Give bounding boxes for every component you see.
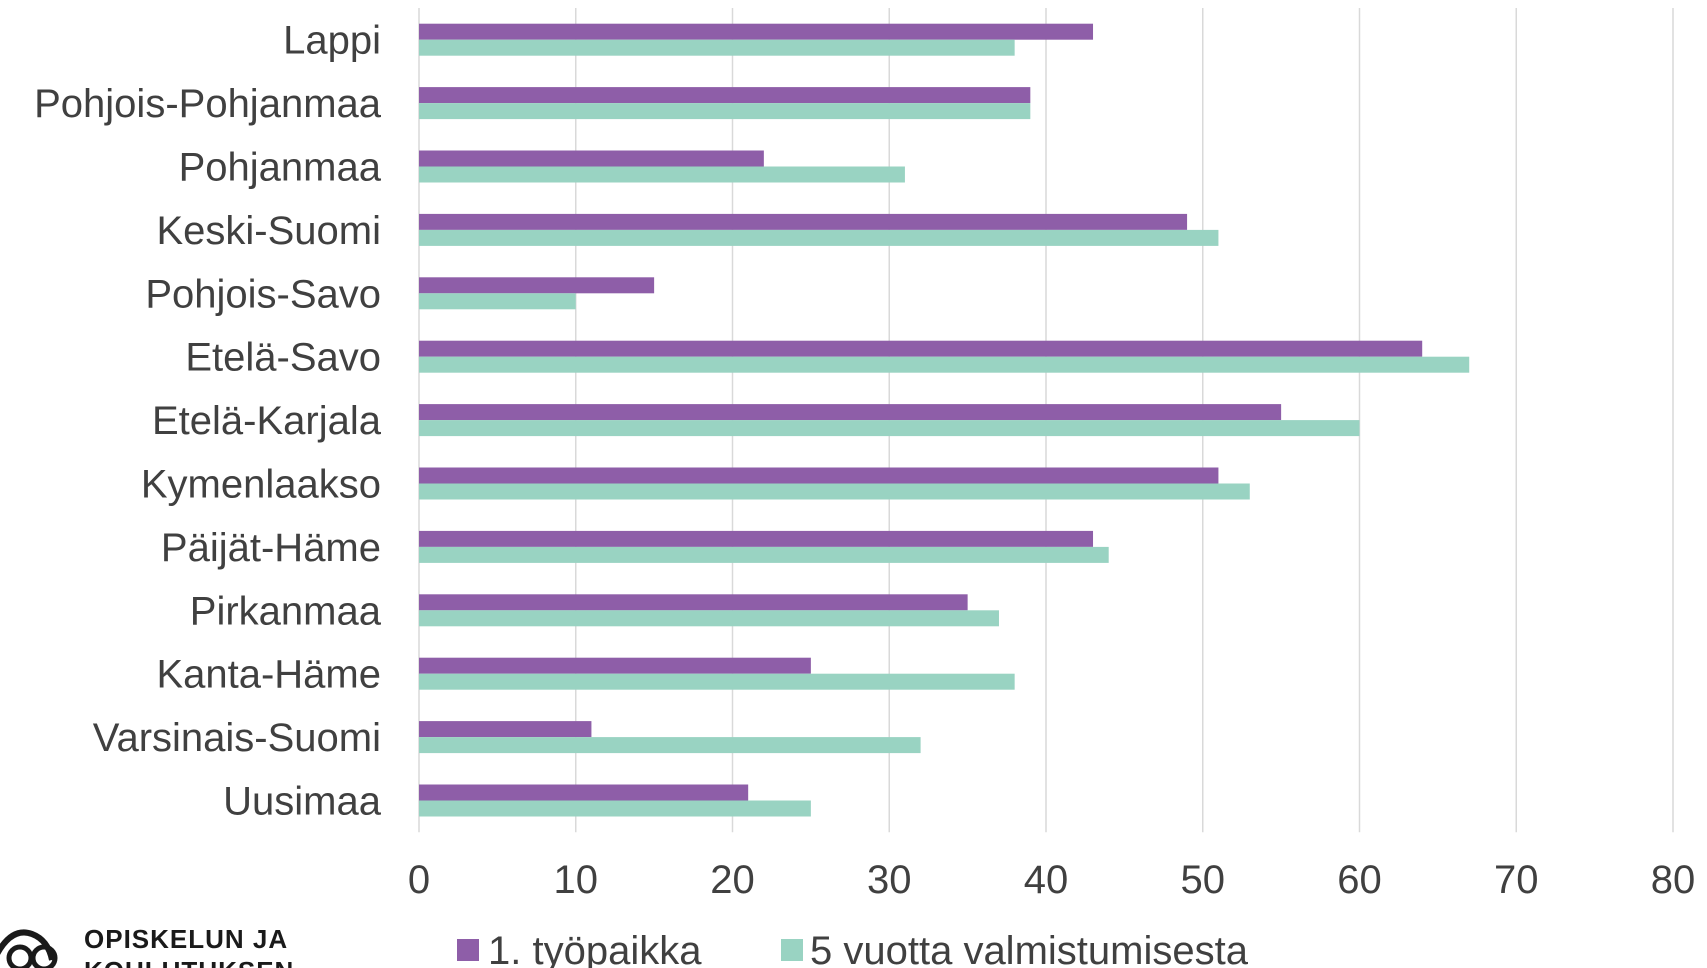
bar-1-11	[419, 721, 592, 738]
bar-2-3	[419, 229, 1219, 246]
category-label-10: Kanta-Häme	[156, 653, 381, 697]
category-label-9: Pirkanmaa	[190, 589, 382, 633]
category-label-4: Pohjois-Savo	[145, 272, 381, 316]
bar-2-2	[419, 166, 905, 183]
bar-1-1	[419, 87, 1031, 104]
legend-swatch-1	[457, 939, 479, 961]
category-label-6: Etelä-Karjala	[152, 399, 382, 443]
bar-1-10	[419, 657, 811, 674]
bar-1-7	[419, 467, 1219, 484]
legend: 1. työpaikka 5 vuotta valmistumisesta	[457, 929, 1249, 968]
x-tick-label-80: 80	[1651, 858, 1696, 902]
x-tick-label-40: 40	[1024, 858, 1069, 902]
bar-2-4	[419, 293, 576, 310]
bar-2-12	[419, 800, 811, 817]
bar-2-1	[419, 103, 1031, 120]
x-tick-label-20: 20	[710, 858, 755, 902]
category-label-7: Kymenlaakso	[141, 463, 381, 507]
x-axis-tick-labels: 0 10 20 30 40 50 60 70 80	[408, 858, 1695, 902]
legend-label-1: 1. työpaikka	[488, 929, 702, 968]
logo: OPISKELUN JA KOULUTUKSEN	[0, 924, 294, 968]
bar-1-12	[419, 784, 749, 801]
bar-1-6	[419, 404, 1282, 421]
bar-1-9	[419, 594, 968, 611]
bar-1-3	[419, 213, 1188, 230]
x-tick-label-70: 70	[1494, 858, 1539, 902]
bar-1-4	[419, 277, 655, 294]
owl-logo-icon	[0, 929, 58, 968]
category-label-8: Päijät-Häme	[161, 526, 381, 570]
bar-2-5	[419, 356, 1470, 373]
logo-text-line2: KOULUTUKSEN	[84, 956, 294, 968]
bar-1-5	[419, 340, 1423, 357]
bar-2-11	[419, 737, 921, 754]
bar-1-8	[419, 530, 1094, 547]
bar-2-0	[419, 39, 1015, 56]
x-tick-label-10: 10	[554, 858, 599, 902]
category-label-3: Keski-Suomi	[156, 209, 381, 253]
category-label-12: Uusimaa	[223, 780, 382, 824]
bar-2-9	[419, 610, 999, 627]
category-label-5: Etelä-Savo	[185, 336, 381, 380]
bar-2-8	[419, 546, 1109, 563]
bar-2-6	[419, 420, 1360, 437]
category-label-0: Lappi	[283, 19, 381, 63]
x-tick-label-0: 0	[408, 858, 430, 902]
logo-text-line1: OPISKELUN JA	[84, 924, 288, 954]
legend-swatch-2	[781, 939, 803, 961]
bars	[419, 23, 1470, 817]
category-label-1: Pohjois-Pohjanmaa	[34, 82, 382, 126]
legend-label-2: 5 vuotta valmistumisesta	[810, 929, 1249, 968]
category-label-11: Varsinais-Suomi	[93, 716, 381, 760]
bar-2-10	[419, 673, 1015, 690]
category-label-2: Pohjanmaa	[179, 146, 382, 190]
category-labels: Lappi Pohjois-Pohjanmaa Pohjanmaa Keski-Suo…	[34, 19, 382, 824]
x-tick-label-30: 30	[867, 858, 912, 902]
x-tick-label-50: 50	[1181, 858, 1226, 902]
x-tick-label-60: 60	[1337, 858, 1382, 902]
bar-1-2	[419, 150, 764, 167]
bar-2-7	[419, 483, 1250, 500]
bar-1-0	[419, 23, 1094, 40]
